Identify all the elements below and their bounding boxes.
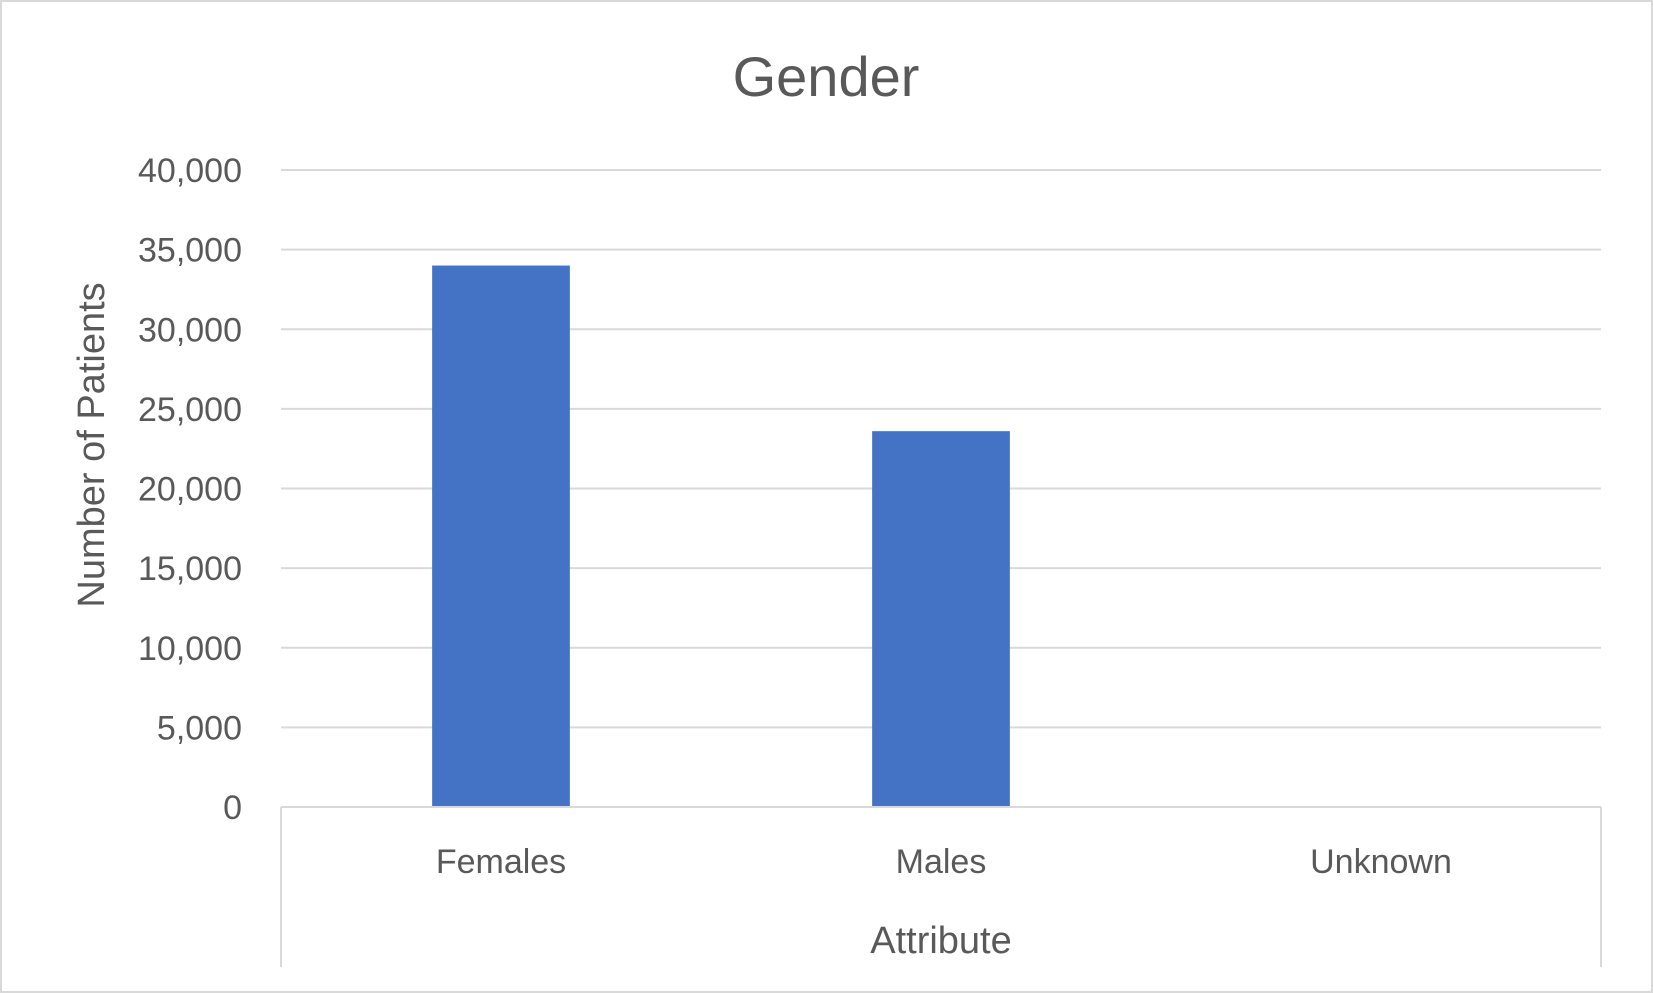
y-axis-title: Number of Patients bbox=[71, 282, 113, 607]
y-axis-tick-labels: 0 5,000 10,000 15,000 20,000 25,000 30,000 35,0… bbox=[138, 152, 242, 827]
y-tick-label: 40,000 bbox=[138, 152, 242, 190]
bar-females bbox=[432, 265, 570, 807]
x-tick-label: Males bbox=[896, 843, 987, 881]
x-tick-label: Females bbox=[436, 843, 566, 881]
y-tick-label: 10,000 bbox=[138, 630, 242, 668]
y-tick-label: 30,000 bbox=[138, 311, 242, 349]
bar-males bbox=[872, 431, 1010, 807]
y-tick-label: 15,000 bbox=[138, 550, 242, 588]
y-tick-label: 0 bbox=[223, 789, 242, 827]
y-tick-label: 25,000 bbox=[138, 391, 242, 429]
x-axis-tick-labels: Females Males Unknown bbox=[436, 843, 1452, 881]
x-axis-title: Attribute bbox=[870, 920, 1012, 962]
chart-title: Gender bbox=[733, 45, 920, 108]
x-axis bbox=[280, 806, 1602, 967]
x-tick-label: Unknown bbox=[1310, 843, 1452, 881]
y-tick-label: 35,000 bbox=[138, 232, 242, 270]
bars bbox=[432, 265, 1010, 807]
y-tick-label: 20,000 bbox=[138, 471, 242, 509]
y-tick-label: 5,000 bbox=[157, 709, 242, 747]
